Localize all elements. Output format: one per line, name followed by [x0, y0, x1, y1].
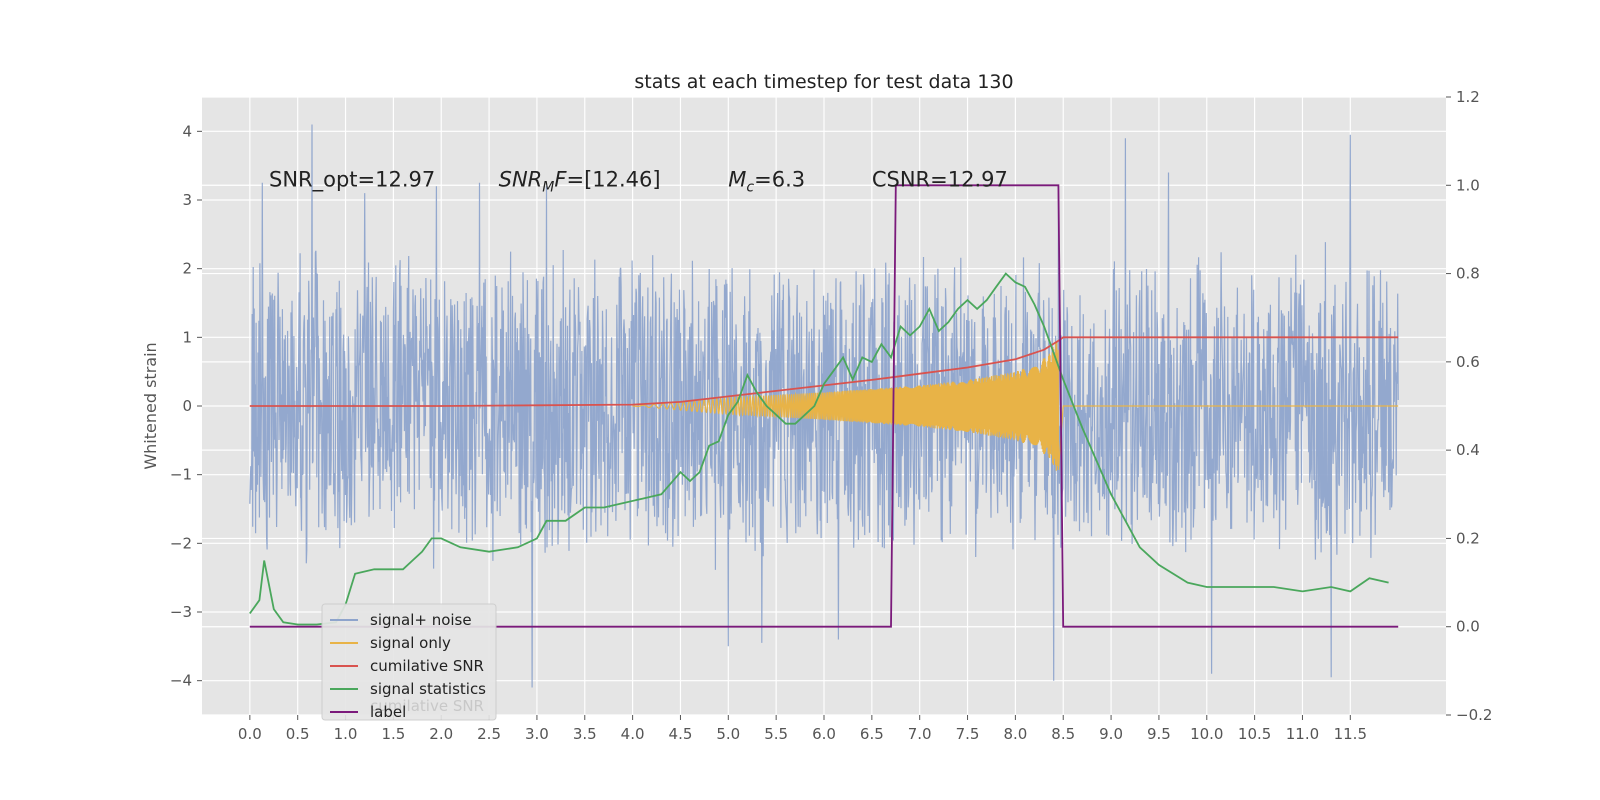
- y-tick-label: −2: [170, 534, 192, 552]
- y-tick-label: 0: [182, 397, 192, 415]
- x-tick-label: 3.0: [525, 725, 549, 743]
- annotation-rest: =6.3: [754, 167, 805, 191]
- x-tick-label: 8.5: [1051, 725, 1075, 743]
- annotation-base: SNR: [499, 167, 543, 191]
- y-tick-label: 4: [182, 122, 192, 140]
- legend-label: signal statistics: [370, 680, 486, 698]
- x-tick-label: 7.0: [908, 725, 932, 743]
- legend-label: signal only: [370, 634, 451, 652]
- y-right-tick-label: −0.2: [1456, 706, 1492, 724]
- legend-box: [321, 603, 497, 721]
- annotation: SNR_opt=12.97: [269, 167, 435, 192]
- x-tick-label: 4.5: [669, 725, 693, 743]
- annotation-rest: =[12.46]: [566, 167, 660, 191]
- annotations: SNR_opt=12.97 SNRMF=[12.46] Mc=6.3 CSNR=12.…: [269, 167, 1008, 195]
- x-tick-label: 11.5: [1334, 725, 1367, 743]
- y-tick-label: 2: [182, 260, 192, 278]
- series-signal-only: [632, 342, 1399, 471]
- ticks-layer: 0.0 0.5 1.0 1.5 2.0 2.5 3.0 3.5 4.0 4.5 5.0 5.5 6.0 6…: [170, 88, 1493, 743]
- y-right-tick-label: 0.4: [1456, 441, 1480, 459]
- legend-label: signal+ noise: [370, 611, 472, 629]
- annotation: Mc=6.3: [728, 167, 805, 195]
- annotation: SNRMF=[12.46]: [499, 167, 661, 195]
- annotation: CSNR=12.97: [872, 167, 1008, 191]
- x-tick-label: 5.0: [716, 725, 740, 743]
- series-signal-noise: [249, 124, 1399, 688]
- y-tick-label: −4: [170, 672, 192, 690]
- y-tick-label: 1: [182, 328, 192, 346]
- x-tick-label: 1.5: [381, 725, 405, 743]
- x-tick-label: 0.0: [238, 725, 262, 743]
- y-right-tick-label: 1.2: [1456, 88, 1480, 106]
- legend-label: label: [370, 703, 406, 721]
- y-tick-label: 3: [182, 191, 192, 209]
- series-layer: [249, 124, 1399, 688]
- chart-title: stats at each timestep for test data 130: [634, 71, 1013, 93]
- x-tick-label: 11.0: [1286, 725, 1319, 743]
- annotation-subscript: c: [746, 179, 754, 195]
- x-tick-label: 6.5: [860, 725, 884, 743]
- x-tick-label: 4.0: [621, 725, 645, 743]
- y-tick-label: −3: [170, 603, 192, 621]
- annotation-base-tail: F: [554, 167, 567, 191]
- x-tick-label: 5.5: [764, 725, 788, 743]
- annotation-base: M: [728, 167, 746, 191]
- y-right-tick-label: 0.6: [1456, 353, 1480, 371]
- x-tick-label: 2.5: [477, 725, 501, 743]
- x-tick-label: 7.5: [956, 725, 980, 743]
- x-tick-label: 10.5: [1238, 725, 1271, 743]
- y-tick-label: −1: [170, 466, 192, 484]
- annotation-subscript: M: [542, 179, 554, 195]
- legend-label: cumilative SNR: [370, 657, 484, 675]
- y-right-tick-label: 1.0: [1456, 176, 1480, 194]
- y-right-tick-label: 0.2: [1456, 529, 1480, 547]
- x-tick-label: 9.0: [1099, 725, 1123, 743]
- x-tick-label: 10.0: [1190, 725, 1223, 743]
- x-tick-label: 3.5: [573, 725, 597, 743]
- legend-ghost-text: cumilative SNR: [370, 697, 484, 715]
- y-right-tick-label: 0.8: [1456, 265, 1480, 283]
- y-axis-label: Whitened strain: [141, 342, 160, 469]
- x-tick-label: 6.0: [812, 725, 836, 743]
- y-right-tick-label: 0.0: [1456, 618, 1480, 636]
- x-tick-label: 2.0: [429, 725, 453, 743]
- x-tick-label: 9.5: [1147, 725, 1171, 743]
- legend: cumilative SNR signal+ noise signal only cu…: [321, 603, 497, 721]
- x-tick-label: 1.0: [334, 725, 358, 743]
- series-label: [249, 184, 1399, 628]
- x-tick-label: 8.0: [1003, 725, 1027, 743]
- x-tick-label: 0.5: [286, 725, 310, 743]
